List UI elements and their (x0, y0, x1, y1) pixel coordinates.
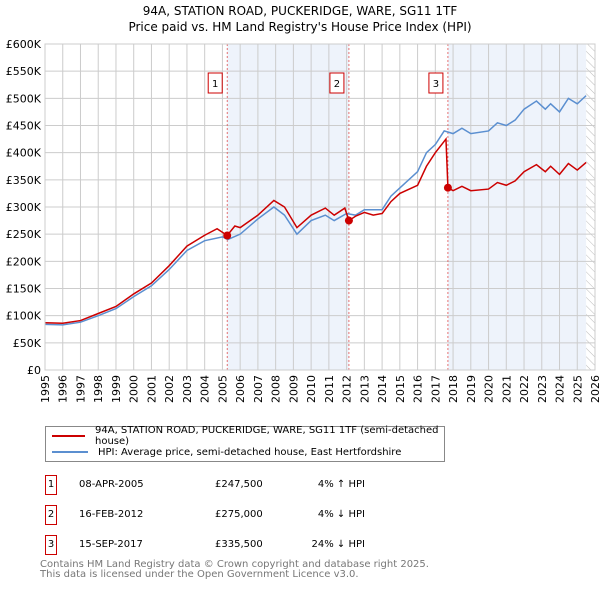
y-tick-label: £300K (6, 201, 42, 214)
x-tick-label: 2014 (376, 375, 389, 403)
legend-item-hpi: HPI: Average price, semi-detached house,… (46, 444, 401, 460)
x-tick-label: 2025 (571, 375, 584, 403)
sale-row: 1 08-APR-2005 £247,500 4% ↑ HPI (45, 475, 465, 497)
sale-price: £247,500 (215, 479, 263, 490)
x-tick-label: 2019 (465, 375, 478, 403)
sale-row: 3 15-SEP-2017 £335,500 24% ↓ HPI (45, 535, 465, 557)
chart-subtitle: Price paid vs. HM Land Registry's House … (128, 20, 472, 34)
x-tick-label: 2022 (518, 375, 531, 403)
x-tick-label: 2003 (181, 375, 194, 403)
x-tick-label: 2023 (536, 375, 549, 403)
footer-line-1: Contains HM Land Registry data © Crown c… (40, 559, 429, 570)
sale-label: 2 (334, 79, 340, 90)
sale-hpi-diff: 24% ↓ HPI (311, 539, 365, 550)
sale-marker-badge: 2 (45, 505, 57, 525)
sale-label-box (428, 72, 444, 94)
x-tick-label: 2017 (429, 375, 442, 403)
x-tick-label: 2007 (252, 375, 265, 403)
x-tick-label: 2018 (447, 375, 460, 403)
sale-label: 1 (212, 79, 218, 90)
x-tick-label: 2020 (483, 375, 496, 403)
sale-point (344, 216, 353, 225)
y-tick-label: £100K (6, 310, 42, 323)
legend-label: HPI: Average price, semi-detached house,… (98, 446, 402, 458)
x-tick-label: 2011 (323, 375, 336, 403)
legend-swatch-blue (52, 451, 88, 453)
x-tick-label: 1998 (92, 375, 105, 403)
sale-hpi-diff: 4% ↓ HPI (317, 509, 365, 520)
sale-date: 16-FEB-2012 (79, 509, 144, 520)
x-tick-label: 1997 (74, 375, 87, 403)
sale-row: 2 16-FEB-2012 £275,000 4% ↓ HPI (45, 505, 465, 527)
x-tick-label: 2005 (216, 375, 229, 403)
y-tick-label: £350K (6, 174, 42, 187)
y-tick-label: £600K (6, 38, 42, 51)
x-tick-label: 1995 (39, 375, 52, 403)
y-tick-label: £400K (6, 147, 42, 160)
x-tick-label: 2008 (270, 375, 283, 403)
x-tick-label: 2015 (394, 375, 407, 403)
x-tick-label: 1996 (57, 375, 70, 403)
sale-label-box (329, 72, 345, 94)
x-tick-label: 2013 (358, 375, 371, 403)
x-tick-label: 2002 (163, 375, 176, 403)
y-tick-label: £200K (6, 255, 42, 268)
x-tick-label: 2024 (554, 375, 567, 403)
sale-date: 15-SEP-2017 (79, 539, 143, 550)
plot-area: 1995 1996 1997 1998 1999 2000 2001 2002 2003 2004… (6, 38, 600, 403)
sale-point (223, 231, 232, 240)
x-tick-label: 2004 (199, 375, 212, 403)
sale-point (443, 183, 452, 192)
x-tick-label: 2012 (341, 375, 354, 403)
y-tick-label: £0 (27, 364, 41, 377)
chart-title: 94A, STATION ROAD, PUCKERIDGE, WARE, SG1… (142, 4, 458, 18)
x-tick-label: 1999 (110, 375, 123, 403)
hpi-line (44, 95, 587, 326)
x-tick-label: 2000 (128, 375, 141, 403)
sale-label: 3 (433, 79, 439, 90)
x-tick-label: 2001 (145, 375, 158, 403)
sale-price: £275,000 (215, 509, 263, 520)
legend-swatch-red (52, 435, 85, 437)
y-tick-label: £250K (6, 228, 42, 241)
y-tick-label: £450K (6, 120, 42, 133)
y-tick-label: £150K (6, 283, 42, 296)
y-tick-label: £550K (6, 65, 42, 78)
x-tick-label: 2006 (234, 375, 247, 403)
legend: 94A, STATION ROAD, PUCKERIDGE, WARE, SG1… (45, 425, 445, 462)
price-paid-line (44, 137, 587, 325)
sale-marker-badge: 1 (45, 475, 57, 495)
x-tick-label: 2026 (589, 375, 600, 403)
y-tick-label: £500K (6, 92, 42, 105)
footer-line-2: This data is licensed under the Open Gov… (40, 569, 359, 580)
legend-item-property: 94A, STATION ROAD, PUCKERIDGE, WARE, SG1… (46, 425, 444, 447)
sale-label-box (207, 72, 223, 94)
sale-price: £335,500 (215, 539, 263, 550)
sale-hpi-diff: 4% ↑ HPI (317, 479, 365, 490)
x-tick-label: 2016 (412, 375, 425, 403)
sale-date: 08-APR-2005 (79, 479, 144, 490)
x-tick-label: 2021 (500, 375, 513, 403)
y-tick-label: £50K (13, 337, 42, 350)
footer: Contains HM Land Registry data © Crown c… (40, 560, 429, 580)
sale-marker-badge: 3 (45, 535, 57, 555)
x-tick-label: 2009 (287, 375, 300, 403)
legend-label: 94A, STATION ROAD, PUCKERIDGE, WARE, SG1… (95, 425, 439, 447)
plot-border (44, 43, 596, 371)
x-tick-label: 2010 (305, 375, 318, 403)
